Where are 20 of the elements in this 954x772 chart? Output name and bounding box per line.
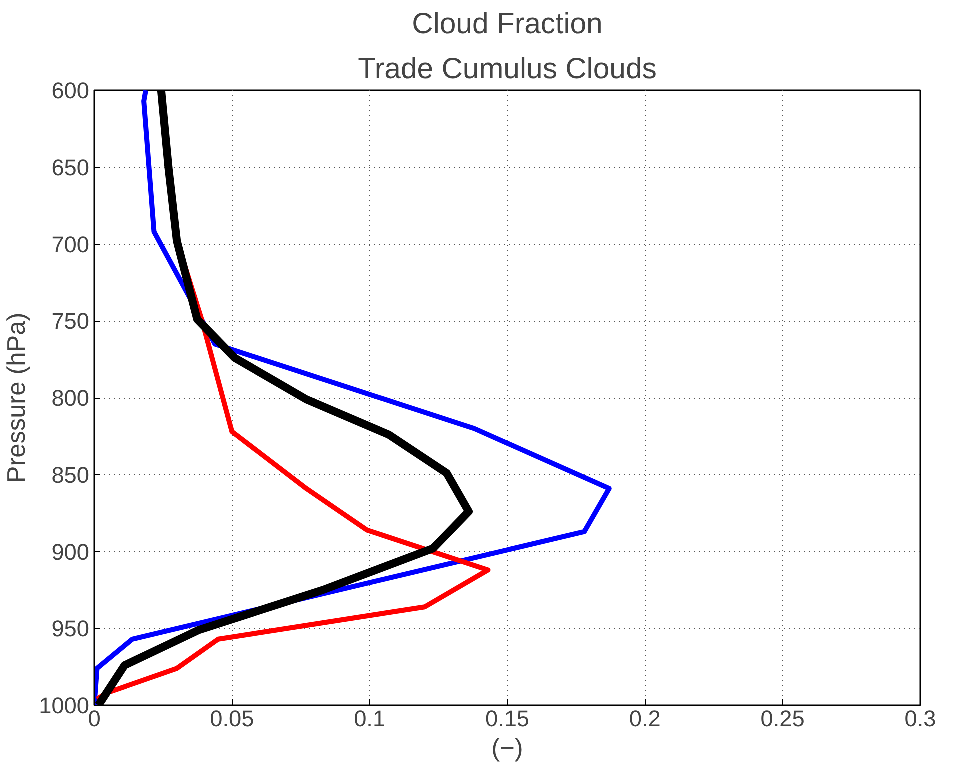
- y-axis-title: Pressure (hPa): [3, 312, 32, 484]
- y-tick-label: 800: [52, 385, 90, 411]
- x-axis-title: (−): [492, 734, 524, 762]
- x-tick-label: 0.05: [210, 706, 254, 732]
- y-tick-label: 900: [52, 538, 90, 565]
- y-tick-label: 850: [52, 462, 90, 488]
- x-tick-label: 0.3: [904, 706, 936, 732]
- chart-subtitle: Trade Cumulus Clouds: [358, 52, 657, 86]
- y-tick-label: 950: [52, 616, 90, 642]
- x-tick-label: 0.2: [629, 706, 661, 732]
- x-tick-label: 0.25: [760, 706, 805, 732]
- y-tick-label: 750: [52, 308, 90, 334]
- y-tick-label: 600: [52, 78, 90, 104]
- x-tick-label: 0.1: [354, 706, 386, 732]
- y-tick-label: 1000: [39, 692, 90, 718]
- x-tick-label: 0.15: [485, 706, 530, 732]
- y-tick-label: 700: [52, 231, 90, 258]
- x-tick-label: 0: [88, 706, 101, 732]
- y-tick-label: 650: [52, 154, 90, 180]
- chart-title: Cloud Fraction: [412, 8, 603, 40]
